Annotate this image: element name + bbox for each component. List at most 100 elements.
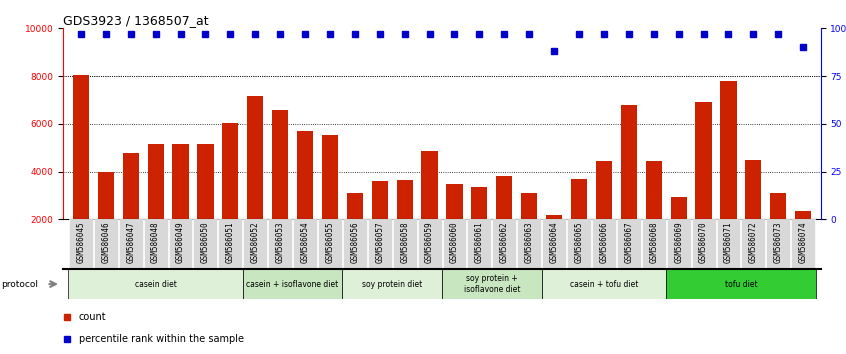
Text: casein diet: casein diet <box>135 280 177 289</box>
Text: GSM586068: GSM586068 <box>649 221 658 263</box>
Bar <box>168 219 193 269</box>
Bar <box>421 152 437 219</box>
Bar <box>397 180 413 219</box>
Text: GSM586055: GSM586055 <box>326 221 334 263</box>
Text: GSM586062: GSM586062 <box>500 221 508 263</box>
Bar <box>194 219 217 269</box>
Bar <box>418 219 442 269</box>
Text: casein + isoflavone diet: casein + isoflavone diet <box>246 280 338 289</box>
Text: protocol: protocol <box>1 280 38 289</box>
Bar <box>297 131 313 219</box>
Bar <box>173 144 189 219</box>
Bar <box>343 219 367 269</box>
Bar <box>144 219 168 269</box>
Text: GSM586056: GSM586056 <box>350 221 360 263</box>
Text: GSM586045: GSM586045 <box>76 221 85 263</box>
Bar <box>268 219 292 269</box>
Text: soy protein diet: soy protein diet <box>362 280 422 289</box>
Bar <box>368 219 392 269</box>
Text: GSM586049: GSM586049 <box>176 221 185 263</box>
Text: count: count <box>79 312 107 322</box>
Bar <box>468 219 492 269</box>
Bar <box>741 219 766 269</box>
Text: GSM586064: GSM586064 <box>550 221 558 263</box>
Bar <box>447 184 463 219</box>
Bar <box>371 181 387 219</box>
Text: GSM586047: GSM586047 <box>126 221 135 263</box>
Text: GSM586072: GSM586072 <box>749 221 758 263</box>
Bar <box>243 269 343 299</box>
Text: GSM586048: GSM586048 <box>151 221 160 263</box>
Bar <box>770 193 787 219</box>
Bar <box>222 124 239 219</box>
Text: GSM586065: GSM586065 <box>574 221 584 263</box>
Bar <box>218 219 242 269</box>
Text: GSM586070: GSM586070 <box>699 221 708 263</box>
Bar <box>695 102 711 219</box>
Text: GSM586074: GSM586074 <box>799 221 808 263</box>
Text: percentile rank within the sample: percentile rank within the sample <box>79 334 244 344</box>
Bar <box>471 187 487 219</box>
Bar <box>69 269 243 299</box>
Bar <box>247 96 263 219</box>
Text: GSM586069: GSM586069 <box>674 221 684 263</box>
Bar <box>69 219 93 269</box>
Text: tofu diet: tofu diet <box>725 280 757 289</box>
Bar <box>343 269 442 299</box>
Text: GSM586058: GSM586058 <box>400 221 409 263</box>
Bar <box>717 219 740 269</box>
Text: GSM586050: GSM586050 <box>201 221 210 263</box>
Bar <box>791 219 816 269</box>
Bar <box>567 219 591 269</box>
Text: GSM586063: GSM586063 <box>525 221 534 263</box>
Bar <box>541 269 666 299</box>
Bar <box>442 269 541 299</box>
Bar <box>795 211 811 219</box>
Text: GSM586046: GSM586046 <box>102 221 110 263</box>
Text: GSM586061: GSM586061 <box>475 221 484 263</box>
Bar <box>542 219 566 269</box>
Bar <box>244 219 267 269</box>
Text: GSM586053: GSM586053 <box>276 221 284 263</box>
Bar <box>592 219 616 269</box>
Bar <box>546 215 563 219</box>
Text: GSM586051: GSM586051 <box>226 221 235 263</box>
Bar <box>272 110 288 219</box>
Text: GSM586066: GSM586066 <box>600 221 608 263</box>
Bar <box>766 219 790 269</box>
Text: GSM586067: GSM586067 <box>624 221 634 263</box>
Text: soy protein +
isoflavone diet: soy protein + isoflavone diet <box>464 274 520 294</box>
Bar <box>73 75 89 219</box>
Bar <box>642 219 666 269</box>
Bar <box>442 219 466 269</box>
Bar <box>97 172 114 219</box>
Bar <box>617 219 640 269</box>
Bar <box>745 160 761 219</box>
Bar <box>691 219 716 269</box>
Text: GSM586057: GSM586057 <box>376 221 384 263</box>
Text: GSM586052: GSM586052 <box>250 221 260 263</box>
Bar <box>517 219 541 269</box>
Bar <box>393 219 416 269</box>
Text: casein + tofu diet: casein + tofu diet <box>569 280 638 289</box>
Bar <box>118 219 143 269</box>
Bar <box>347 193 363 219</box>
Bar <box>645 161 662 219</box>
Text: GSM586059: GSM586059 <box>425 221 434 263</box>
Text: GSM586073: GSM586073 <box>774 221 783 263</box>
Bar <box>147 144 163 219</box>
Bar <box>197 144 213 219</box>
Bar <box>318 219 342 269</box>
Text: GDS3923 / 1368507_at: GDS3923 / 1368507_at <box>63 14 209 27</box>
Bar <box>666 269 816 299</box>
Text: GSM586054: GSM586054 <box>300 221 310 263</box>
Bar <box>94 219 118 269</box>
Bar <box>671 197 687 219</box>
Bar <box>521 193 537 219</box>
Bar <box>492 219 516 269</box>
Bar <box>293 219 317 269</box>
Text: GSM586071: GSM586071 <box>724 221 733 263</box>
Bar <box>721 81 737 219</box>
Text: GSM586060: GSM586060 <box>450 221 459 263</box>
Bar <box>596 161 612 219</box>
